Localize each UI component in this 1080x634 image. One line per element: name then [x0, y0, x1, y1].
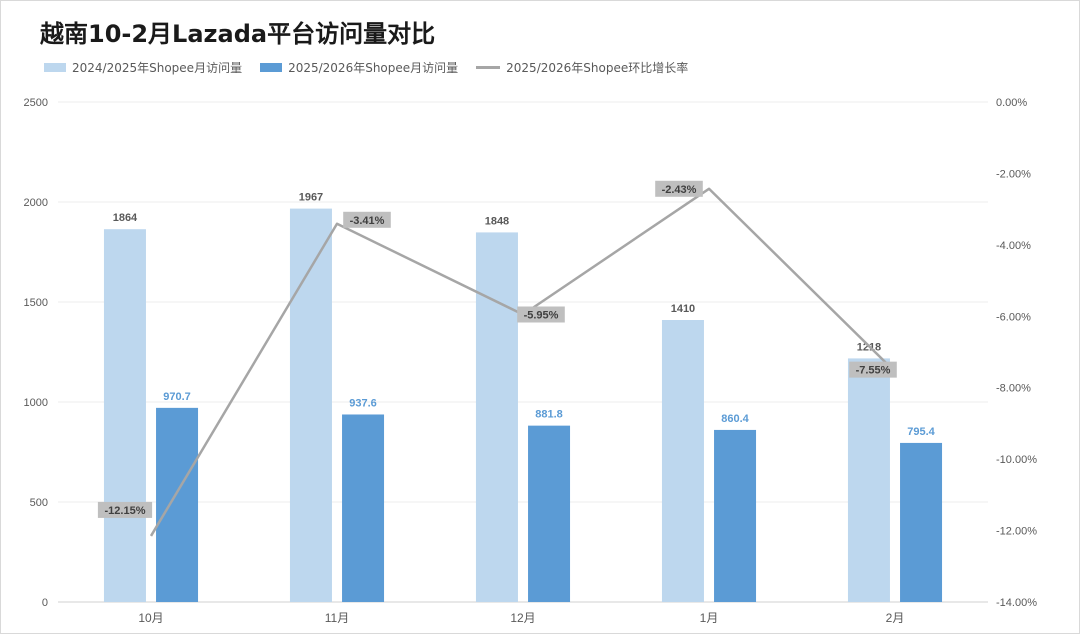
line-data-label: -2.43% [662, 184, 697, 196]
y-right-tick-label: -8.00% [996, 383, 1031, 395]
line-data-label: -3.41% [350, 215, 385, 227]
legend-swatch-series-2 [260, 63, 283, 72]
y-left-tick-label: 0 [42, 597, 48, 609]
legend-label-series-3: 2025/2026年Shopee环比增长率 [506, 61, 689, 75]
y-right-tick-label: 0.00% [996, 97, 1027, 109]
bar-series-1 [661, 320, 704, 602]
bar-data-label: 860.4 [721, 413, 749, 425]
y-right-tick-label: -6.00% [996, 311, 1031, 323]
line-data-label-box [517, 306, 565, 323]
bar-series-1 [475, 232, 518, 602]
bar-data-label: 1848 [485, 215, 509, 227]
bar-data-label: 1410 [671, 303, 695, 315]
chart-title: 越南10-2月Lazada平台访问量对比 [40, 20, 436, 48]
bar-data-label: 970.7 [163, 391, 191, 403]
y-left-tick-label: 1500 [24, 297, 48, 309]
legend-item-series-3: 2025/2026年Shopee环比增长率 [476, 59, 688, 76]
bar-series-2 [714, 429, 757, 602]
legend-label-series-1: 2024/2025年Shopee月访问量 [72, 61, 243, 75]
bar-series-1 [289, 208, 332, 602]
bar-data-label: 1864 [113, 212, 138, 224]
y-right-tick-label: -10.00% [996, 454, 1037, 466]
bar-series-2 [156, 407, 199, 602]
line-data-label: -5.95% [524, 310, 559, 322]
bar-series-2 [342, 414, 385, 602]
line-data-label-box [655, 180, 703, 197]
bar-data-label: 881.8 [535, 409, 563, 421]
line-data-label-box [343, 211, 391, 228]
y-right-tick-label: -4.00% [996, 240, 1031, 252]
y-left-tick-label: 500 [30, 497, 48, 509]
y-right-tick-label: -12.00% [996, 526, 1037, 538]
legend-swatch-series-3 [476, 66, 501, 69]
x-tick-label: 2月 [886, 611, 905, 625]
x-tick-label: 11月 [325, 611, 349, 625]
bar-data-label: 795.4 [907, 426, 935, 438]
bar-data-label: 937.6 [349, 397, 377, 409]
x-tick-label: 10月 [138, 611, 163, 625]
legend-swatch-series-1 [44, 63, 66, 72]
y-left-tick-label: 1000 [24, 397, 48, 409]
legend: 2024/2025年Shopee月访问量 2025/2026年Shopee月访问… [44, 59, 706, 76]
y-right-tick-label: -2.00% [996, 168, 1031, 180]
line-data-label: -12.15% [105, 505, 146, 517]
legend-label-series-2: 2025/2026年Shopee月访问量 [288, 61, 459, 75]
bar-series-1 [103, 229, 146, 602]
bar-data-label: 1967 [299, 192, 323, 204]
y-left-tick-label: 2500 [24, 97, 48, 109]
bar-series-2 [528, 425, 571, 602]
bar-series-1 [847, 358, 890, 602]
legend-item-series-1: 2024/2025年Shopee月访问量 [44, 59, 242, 76]
line-data-label-box [849, 361, 897, 378]
x-tick-label: 12月 [510, 611, 535, 625]
x-tick-label: 1月 [700, 611, 719, 625]
legend-item-series-2: 2025/2026年Shopee月访问量 [260, 59, 458, 76]
line-data-label: -7.55% [856, 365, 891, 377]
line-data-label-box [97, 501, 153, 518]
line-series-3 [149, 187, 896, 537]
y-right-tick-label: -14.00% [996, 597, 1037, 609]
bar-series-2 [900, 442, 943, 602]
y-left-tick-label: 2000 [24, 197, 48, 209]
